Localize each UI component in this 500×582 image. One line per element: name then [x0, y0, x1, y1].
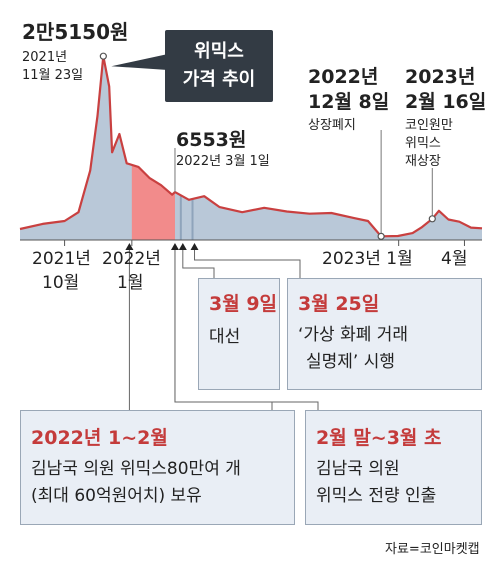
relist-note-1: 코인원만 — [405, 118, 453, 133]
chart-title-line-2: 가격 추이 — [182, 69, 256, 90]
callout-pointer — [111, 54, 168, 70]
relist-note-2: 위믹스 — [405, 136, 441, 151]
peak-date-year: 2021년 — [22, 50, 68, 65]
connector-law — [194, 250, 301, 278]
real-name-law-box-line-1: ‘가상 화폐 거래 — [298, 325, 409, 345]
holdings-box: 2022년 1~2월 김남국 의원 위믹스80만여 개 (최대 60억원어치) … — [20, 410, 295, 525]
chart-title-line-1: 위믹스 — [194, 41, 244, 62]
connector-withdrawal-right — [174, 250, 319, 410]
relist-note-3: 재상장 — [405, 154, 441, 169]
arrow-law — [190, 243, 199, 250]
price-line — [19, 55, 483, 238]
peak-date-day: 11월 23일 — [22, 68, 84, 83]
relist-year: 2023년 — [405, 66, 476, 88]
peak-value-label: 2만5150원 — [22, 20, 129, 44]
real-name-law-box-title: 3월 25일 — [298, 293, 380, 315]
mid-date-label: 2022년 3월 1일 — [176, 154, 270, 169]
chart-title-callout: 위믹스 가격 추이 — [165, 30, 273, 102]
arrow-election — [178, 243, 187, 250]
delist-year: 2022년 — [308, 66, 379, 88]
arrow-withdrawal — [170, 243, 179, 250]
delist-date: 12월 8일 — [308, 91, 390, 113]
holdings-box-line-1: 김남국 의원 위믹스80만여 개 — [31, 459, 241, 479]
election-box-title: 3월 9일 — [209, 293, 278, 315]
tick-label-2021-year: 2021년 — [32, 249, 91, 269]
real-name-law-box: 3월 25일 ‘가상 화폐 거래 실명제’ 시행 — [287, 278, 482, 390]
holdings-box-line-2: (최대 60억원어치) 보유 — [31, 486, 202, 506]
withdrawal-box-title: 2월 말~3월 초 — [316, 427, 442, 449]
peak-point — [99, 52, 107, 60]
real-name-law-box-line-2: 실명제’ 시행 — [306, 352, 396, 372]
withdrawal-box: 2월 말~3월 초 김남국 의원 위믹스 전량 인출 — [305, 410, 482, 525]
tick-label-2023: 2023년 1월 — [322, 249, 413, 269]
source-note: 자료=코인마켓캡 — [385, 542, 480, 557]
election-box-body: 대선 — [209, 327, 241, 347]
arrow-holdings — [125, 243, 134, 250]
connector-election — [182, 250, 215, 278]
relist-date: 2월 16일 — [405, 91, 487, 113]
relist-point — [428, 215, 436, 223]
tick-label-apr: 4월 — [441, 249, 468, 269]
tick-label-2022-month: 1월 — [117, 273, 144, 293]
highlight-band-jan-feb-2022 — [131, 164, 175, 240]
tick-label-2021-month: 10월 — [42, 273, 80, 293]
delist-point — [377, 232, 385, 240]
election-box: 3월 9일 대선 — [198, 278, 280, 390]
tick-label-2022-year: 2022년 — [102, 249, 161, 269]
holdings-box-title: 2022년 1~2월 — [31, 427, 168, 449]
mid-value-label: 6553원 — [176, 129, 247, 151]
withdrawal-box-line-2: 위믹스 전량 인출 — [316, 486, 437, 506]
delist-note: 상장폐지 — [308, 118, 356, 133]
withdrawal-box-line-1: 김남국 의원 — [316, 459, 400, 479]
